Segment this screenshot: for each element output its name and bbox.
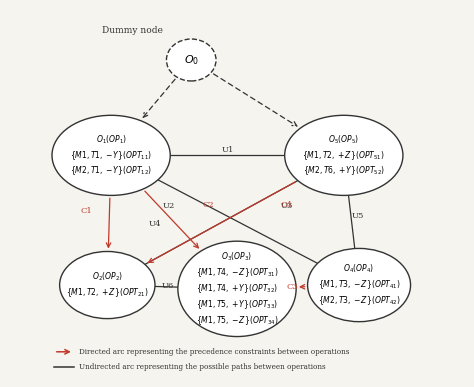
Text: $O_4(OP_4)$
$\{M1, T3, -Z\}(OPT_{41})$
$\{M2, T3, -Z\}(OPT_{42})$: $O_4(OP_4)$ $\{M1, T3, -Z\}(OPT_{41})$ $… (318, 263, 401, 307)
Text: C2: C2 (202, 201, 214, 209)
Text: Directed arc representing the precedence constraints between operations: Directed arc representing the precedence… (79, 348, 349, 356)
Text: Undirected arc representing the possible paths between operations: Undirected arc representing the possible… (79, 363, 325, 371)
Text: U6: U6 (162, 282, 173, 290)
Ellipse shape (52, 115, 170, 195)
Ellipse shape (308, 248, 410, 322)
Ellipse shape (285, 115, 403, 195)
Ellipse shape (166, 39, 216, 81)
Text: U3: U3 (281, 202, 293, 210)
Text: U4: U4 (149, 220, 161, 228)
Text: Dummy node: Dummy node (102, 26, 163, 35)
Text: C3: C3 (286, 283, 298, 291)
Text: C1: C1 (81, 207, 92, 215)
Text: $O_3(OP_3)$
$\{M1, T4, -Z\}(OPT_{31})$
$\{M1, T4, +Y\}(OPT_{32})$
$\{M1, T5, +Y\: $O_3(OP_3)$ $\{M1, T4, -Z\}(OPT_{31})$ $… (196, 251, 278, 327)
Text: U1: U1 (221, 146, 234, 154)
Ellipse shape (60, 252, 155, 319)
Text: $O_1(OP_1)$
$\{M1, T1, -Y\}(OPT_{11})$
$\{M2, T1, -Y\}(OPT_{12})$: $O_1(OP_1)$ $\{M1, T1, -Y\}(OPT_{11})$ $… (70, 133, 152, 178)
Text: C4: C4 (281, 201, 292, 209)
Text: $O_5(OP_5)$
$\{M1, T2, +Z\}(OPT_{51})$
$\{M2, T6, +Y\}(OPT_{52})$: $O_5(OP_5)$ $\{M1, T2, +Z\}(OPT_{51})$ $… (302, 133, 385, 178)
Text: U5: U5 (352, 212, 365, 220)
Ellipse shape (178, 241, 296, 337)
Text: $O_0$: $O_0$ (183, 53, 199, 67)
Text: $O_2(OP_2)$
$\{M1, T2, +Z\}(OPT_{21})$: $O_2(OP_2)$ $\{M1, T2, +Z\}(OPT_{21})$ (66, 271, 149, 299)
Text: U2: U2 (162, 202, 174, 210)
